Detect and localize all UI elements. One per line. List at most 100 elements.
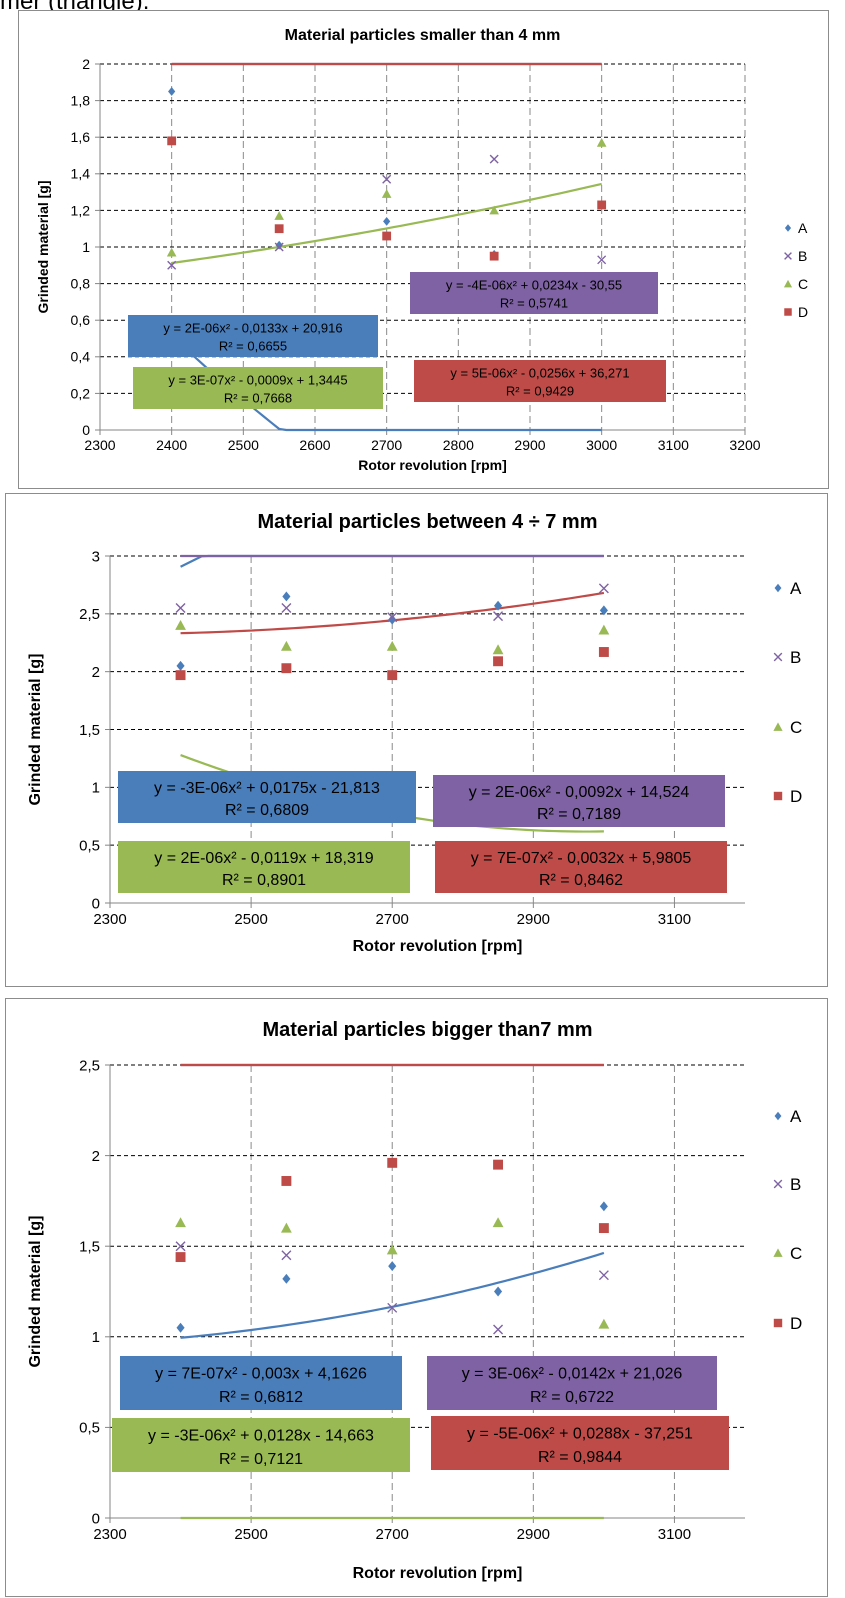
data-point-c: [175, 1217, 186, 1228]
data-point-d: [489, 251, 499, 261]
equation-text-a: y = 2E-06x² - 0,0133x + 20,916: [163, 321, 342, 336]
equation-box-d: [414, 360, 666, 402]
y-tick-label: 0: [82, 422, 90, 438]
legend-label-c: C: [790, 718, 802, 737]
y-tick-label: 1,8: [71, 93, 91, 109]
y-tick-label: 1: [92, 1329, 100, 1346]
x-tick-label: 2900: [517, 1526, 550, 1543]
x-tick-label: 2500: [228, 437, 259, 453]
equation-box-d: [431, 1416, 729, 1470]
chart-title: Material particles between 4 ÷ 7 mm: [258, 511, 598, 533]
data-point-d: [274, 224, 284, 234]
legend-label-d: D: [790, 787, 802, 806]
x-tick-label: 2900: [514, 437, 545, 453]
chart-smaller-than-4mm: Material particles smaller than 4 mm 0 0,2…: [0, 10, 830, 490]
legend-marker-d: [773, 1318, 783, 1328]
data-point-c: [280, 640, 292, 651]
data-point-b: [597, 255, 607, 265]
data-point-c: [492, 644, 504, 655]
x-tick-label: 2700: [371, 437, 402, 453]
y-tick-label: 1: [92, 780, 100, 797]
legend-marker-a: [774, 583, 782, 593]
data-point-d: [382, 231, 392, 241]
chart-between-4-7mm: Material particles between 4 ÷ 7 mm 0 0,5 1…: [0, 493, 830, 988]
data-point-c: [280, 1222, 292, 1233]
y-tick-label: 0,5: [79, 837, 100, 854]
x-tick-label: 3100: [658, 437, 689, 453]
x-tick-label: 2800: [443, 437, 474, 453]
x-tick-label: 3100: [658, 1526, 691, 1543]
equation-text-c: y = 2E-06x² - 0,0119x + 18,319: [154, 850, 374, 867]
data-point-a: [383, 216, 391, 226]
chart-bigger-than-7mm: Material particles bigger than7 mm 0 0,5 1 1…: [0, 998, 830, 1598]
data-point-b: [489, 154, 499, 164]
y-tick-label: 1,2: [71, 202, 91, 218]
data-point-a: [275, 240, 283, 250]
r-squared-text-a: R² = 0,6809: [225, 802, 309, 819]
r-squared-text-c: R² = 0,7121: [219, 1451, 303, 1468]
data-point-b: [493, 1324, 504, 1335]
data-point-a: [168, 87, 176, 96]
equation-text-d: y = 5E-06x² - 0,0256x + 36,271: [450, 366, 629, 381]
y-tick-label: 1,6: [71, 129, 91, 145]
legend-marker-d: [773, 791, 783, 801]
r-squared-text-c: R² = 0,7668: [224, 391, 292, 406]
chart-frame: [5, 493, 828, 987]
data-point-d: [597, 200, 607, 210]
data-point-b: [382, 174, 392, 184]
equation-box-c: [118, 841, 410, 893]
y-tick-label: 1: [82, 239, 90, 255]
legend-marker-b: [784, 252, 792, 260]
data-point-c: [274, 211, 284, 220]
equation-box-b: [410, 272, 658, 314]
y-tick-label: 0,5: [79, 1420, 100, 1437]
legend-label-a: A: [790, 1107, 802, 1126]
x-tick-label: 2700: [376, 911, 409, 928]
legend-label-a: A: [798, 220, 808, 236]
x-tick-label: 2700: [376, 1526, 409, 1543]
legend-marker-a: [774, 1111, 782, 1121]
data-point-c: [596, 137, 607, 147]
x-axis-title: Rotor revolution [rpm]: [353, 938, 523, 955]
x-tick-label: 2300: [93, 911, 126, 928]
legend-label-c: C: [790, 1244, 802, 1263]
y-tick-label: 0,6: [71, 312, 91, 328]
x-tick-label: 2500: [234, 1526, 267, 1543]
data-point-b: [387, 1302, 398, 1313]
data-point-c: [489, 205, 499, 215]
data-point-b: [281, 603, 292, 614]
y-tick-label: 1,5: [79, 1238, 100, 1255]
equation-text-c: y = 3E-07x² - 0,0009x + 1,3445: [168, 373, 347, 388]
y-tick-label: 0: [92, 895, 100, 912]
chart-title: Material particles smaller than 4 mm: [285, 27, 561, 44]
r-squared-text-d: R² = 0,9844: [538, 1449, 622, 1466]
y-tick-label: 1,4: [71, 166, 91, 182]
data-point-b: [274, 242, 284, 252]
data-point-d: [387, 1157, 398, 1168]
r-squared-text-d: R² = 0,9429: [506, 384, 574, 399]
y-tick-label: 3: [92, 548, 100, 565]
legend-label-a: A: [790, 579, 802, 598]
data-point-a: [176, 1322, 185, 1333]
legend-marker-c: [783, 279, 793, 288]
data-point-c: [175, 620, 186, 630]
x-axis-title: Rotor revolution [rpm]: [353, 1565, 523, 1582]
legend-marker-d: [784, 308, 792, 316]
data-point-d: [167, 136, 177, 146]
equation-text-a: y = -3E-06x² + 0,0175x - 21,813: [154, 780, 380, 797]
r-squared-text-b: R² = 0,7189: [537, 806, 621, 823]
legend-label-b: B: [790, 648, 801, 667]
y-tick-label: 2: [82, 56, 90, 72]
data-point-d: [281, 663, 292, 674]
y-tick-label: 0: [92, 1510, 100, 1527]
legend-label-c: C: [798, 276, 808, 292]
legend-marker-b: [773, 1179, 783, 1189]
data-point-b: [281, 1250, 292, 1261]
data-point-a: [176, 660, 185, 671]
data-point-d: [175, 1252, 186, 1263]
x-tick-label: 2400: [156, 437, 187, 453]
chart-frame: [18, 10, 829, 489]
x-tick-label: 2600: [299, 437, 330, 453]
legend-label-d: D: [798, 304, 808, 320]
data-point-c: [492, 1217, 504, 1228]
